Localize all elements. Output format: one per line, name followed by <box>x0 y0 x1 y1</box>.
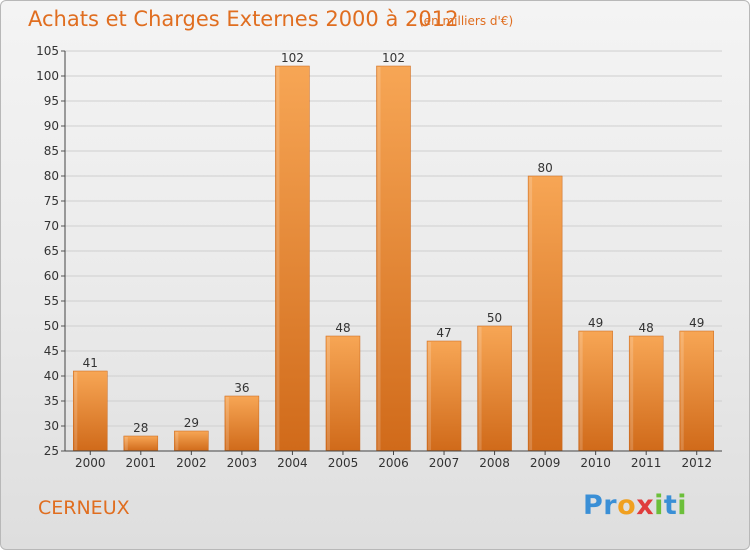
bar-2011 <box>628 335 664 452</box>
bar-highlight <box>529 177 533 450</box>
bar-highlight <box>124 437 128 450</box>
bar-highlight <box>326 337 330 450</box>
x-tick-label: 2003 <box>227 456 258 470</box>
x-tick-label: 2011 <box>631 456 662 470</box>
data-label: 49 <box>588 316 603 330</box>
data-label: 102 <box>281 51 304 65</box>
x-tick-label: 2009 <box>530 456 561 470</box>
y-tick-label: 105 <box>36 44 59 58</box>
bar-highlight <box>74 372 78 450</box>
bar-2001 <box>123 435 159 452</box>
labels: 25 30 35 40 45 50 55 60 65 70 75 80 85 90 95 100 105 41 20… <box>36 44 712 470</box>
chart-title: Achats et Charges Externes 2000 à 2012 <box>28 7 459 31</box>
x-tick-label: 2012 <box>681 456 712 470</box>
y-tick-label: 30 <box>44 419 59 433</box>
y-tick-label: 65 <box>44 244 59 258</box>
x-tick-label: 2010 <box>580 456 611 470</box>
bar-2004 <box>275 65 310 452</box>
bar-2012 <box>679 330 714 452</box>
logo-letter: t <box>663 490 678 521</box>
bar-highlight <box>377 67 381 450</box>
x-tick-label: 2002 <box>176 456 207 470</box>
y-tick-label: 75 <box>44 194 59 208</box>
proxiti-logo: Proxiti <box>583 490 687 521</box>
data-label: 48 <box>639 321 654 335</box>
data-label: 28 <box>133 421 148 435</box>
chart-subtitle: (en milliers d'€) <box>419 14 514 28</box>
logo-letter: o <box>617 490 637 521</box>
bar-highlight <box>478 327 482 450</box>
bar-highlight <box>680 332 684 450</box>
bar-2006 <box>376 65 411 452</box>
bar-highlight <box>630 337 634 450</box>
y-tick-label: 80 <box>44 169 59 183</box>
data-label: 102 <box>382 51 405 65</box>
bar-highlight <box>175 432 179 450</box>
x-tick-label: 2006 <box>378 456 409 470</box>
x-tick-label: 2000 <box>75 456 106 470</box>
logo-letter: r <box>603 490 618 521</box>
bar-2005 <box>325 335 361 452</box>
y-tick-label: 60 <box>44 269 59 283</box>
y-tick-label: 50 <box>44 319 59 333</box>
bar-2009 <box>527 175 563 452</box>
bar-highlight <box>225 397 229 450</box>
logo-letter: i <box>654 490 664 521</box>
y-tick-label: 85 <box>44 144 59 158</box>
y-tick-label: 45 <box>44 344 59 358</box>
axes <box>61 50 722 455</box>
bar-2000 <box>73 370 108 452</box>
y-tick-label: 40 <box>44 369 59 383</box>
bar-highlight <box>579 332 583 450</box>
bar-2003 <box>224 395 260 452</box>
bars <box>73 65 714 452</box>
bar-2002 <box>174 430 209 452</box>
y-tick-label: 35 <box>44 394 59 408</box>
data-label: 49 <box>689 316 704 330</box>
commune-name: CERNEUX <box>38 497 130 519</box>
y-tick-label: 55 <box>44 294 59 308</box>
data-label: 47 <box>436 326 451 340</box>
x-tick-label: 2005 <box>328 456 359 470</box>
logo-letter: i <box>677 490 688 521</box>
data-label: 41 <box>83 356 98 370</box>
logo-letter: x <box>636 490 655 521</box>
x-tick-label: 2007 <box>429 456 460 470</box>
data-label: 36 <box>234 381 249 395</box>
bar-highlight <box>276 67 280 450</box>
data-label: 48 <box>335 321 350 335</box>
data-label: 29 <box>184 416 199 430</box>
bar-2010 <box>578 330 613 452</box>
y-tick-label: 100 <box>36 69 59 83</box>
bar-2008 <box>477 325 512 452</box>
y-tick-label: 25 <box>44 444 59 458</box>
bar-highlight <box>428 342 432 450</box>
logo-letter: P <box>583 490 604 521</box>
y-tick-label: 70 <box>44 219 59 233</box>
x-tick-label: 2004 <box>277 456 308 470</box>
data-label: 50 <box>487 311 502 325</box>
y-tick-label: 95 <box>44 94 59 108</box>
y-tick-label: 90 <box>44 119 59 133</box>
x-tick-label: 2001 <box>126 456 157 470</box>
data-label: 80 <box>537 161 552 175</box>
bar-2007 <box>426 340 462 452</box>
x-tick-label: 2008 <box>479 456 510 470</box>
